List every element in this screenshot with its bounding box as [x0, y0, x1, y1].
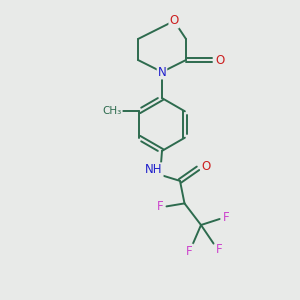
Text: O: O: [215, 53, 224, 67]
Text: F: F: [157, 200, 163, 214]
Text: F: F: [216, 243, 222, 256]
Text: O: O: [169, 14, 178, 28]
Text: CH₃: CH₃: [103, 106, 122, 116]
Text: F: F: [186, 244, 193, 258]
Text: F: F: [223, 211, 230, 224]
Text: NH: NH: [145, 163, 163, 176]
Text: O: O: [201, 160, 210, 173]
Text: N: N: [158, 65, 166, 79]
